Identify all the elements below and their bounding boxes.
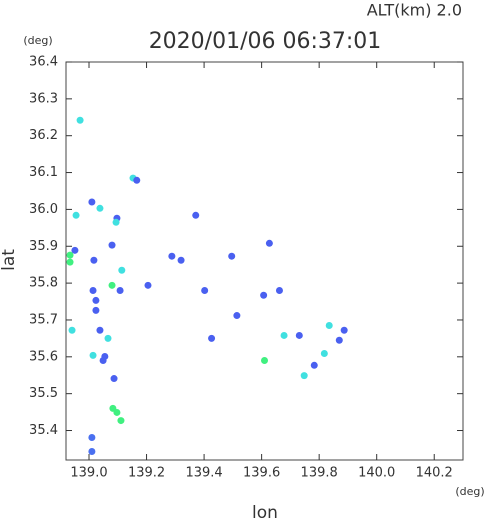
- x-tick-label: 139.4: [185, 466, 222, 481]
- y-tick-label: 36.1: [29, 165, 58, 180]
- x-unit: (deg): [455, 485, 484, 498]
- echo-point: [68, 326, 76, 334]
- echo-point: [76, 116, 84, 124]
- plot-frame: [65, 61, 464, 461]
- chart-title: 2020/01/06 06:37:01: [149, 29, 382, 54]
- echo-point: [90, 256, 98, 264]
- echo-point: [265, 239, 273, 247]
- echo-point: [118, 266, 126, 274]
- echo-point: [320, 349, 328, 357]
- echo-point: [261, 357, 268, 364]
- echo-point: [116, 286, 124, 294]
- echo-point: [108, 241, 116, 249]
- echo-point: [112, 218, 120, 226]
- echo-point: [89, 351, 97, 359]
- echo-point: [335, 336, 343, 344]
- echo-point: [110, 375, 118, 383]
- echo-point: [310, 361, 318, 369]
- y-tick-label: 36.2: [29, 128, 58, 143]
- echo-point: [275, 286, 283, 294]
- y-unit: (deg): [23, 34, 52, 47]
- echo-point: [89, 286, 97, 294]
- echo-point: [88, 198, 96, 206]
- y-tick-label: 35.7: [29, 312, 58, 327]
- echo-point: [192, 211, 200, 219]
- echo-point: [104, 334, 112, 342]
- echo-point: [66, 251, 74, 259]
- echo-point: [117, 417, 125, 425]
- y-tick-label: 35.8: [29, 276, 58, 291]
- y-tick-label: 35.5: [29, 386, 58, 401]
- x-tick-label: 139.0: [70, 466, 107, 481]
- echo-point: [72, 211, 80, 219]
- echo-point: [201, 286, 209, 294]
- x-axis-label: lon: [252, 503, 278, 521]
- x-tick-label: 139.6: [243, 466, 280, 481]
- echo-point: [71, 246, 79, 254]
- x-tick-label: 140.2: [416, 466, 453, 481]
- chart-subtitle: ALT(km) 2.0: [367, 1, 462, 20]
- x-tick-label: 139.8: [301, 466, 338, 481]
- echo-point: [88, 448, 96, 456]
- echo-point: [325, 321, 333, 329]
- echo-point: [280, 331, 288, 339]
- echo-point: [295, 331, 303, 339]
- y-tick-label: 35.4: [29, 423, 58, 438]
- echo-point: [101, 352, 109, 360]
- echo-point: [228, 252, 236, 260]
- echo-point: [133, 176, 141, 184]
- echo-point: [208, 334, 216, 342]
- echo-point: [233, 312, 241, 320]
- echo-point: [300, 372, 308, 380]
- echo-point: [96, 326, 104, 334]
- y-axis-label: lat: [0, 249, 19, 271]
- y-tick-label: 35.9: [29, 239, 58, 254]
- y-tick-label: 36.3: [29, 91, 58, 106]
- echo-point: [168, 252, 176, 260]
- echo-point: [108, 281, 116, 289]
- echo-point: [177, 256, 185, 264]
- y-tick-label: 36.0: [29, 202, 58, 217]
- y-tick-label: 36.4: [29, 55, 58, 70]
- echo-point: [113, 408, 121, 416]
- echo-point: [340, 326, 348, 334]
- echo-point: [96, 204, 104, 212]
- echo-point: [88, 434, 96, 442]
- x-tick-label: 139.2: [128, 466, 165, 481]
- echo-point: [92, 296, 100, 304]
- y-tick-label: 35.6: [29, 349, 58, 364]
- x-tick-label: 140.0: [358, 466, 395, 481]
- echo-point: [260, 291, 268, 299]
- echo-point: [66, 258, 74, 266]
- echo-point: [92, 306, 100, 314]
- echo-point: [144, 281, 152, 289]
